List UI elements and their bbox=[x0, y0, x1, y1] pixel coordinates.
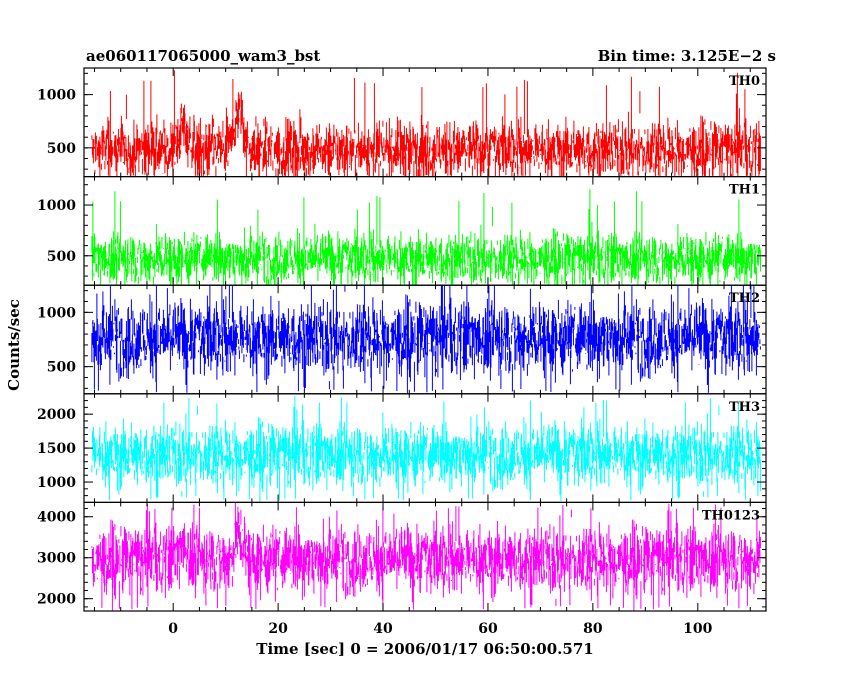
y-tick-label: 4000 bbox=[37, 510, 76, 526]
y-tick-label: 1000 bbox=[37, 305, 76, 321]
y-tick-label: 3000 bbox=[37, 551, 76, 567]
title-right: Bin time: 3.125E−2 s bbox=[598, 47, 776, 65]
y-tick-label: 2000 bbox=[37, 407, 76, 423]
title-left: ae060117065000_wam3_bst bbox=[86, 47, 320, 65]
series-line-th0123 bbox=[91, 502, 761, 611]
panel-label: TH2 bbox=[729, 291, 760, 306]
x-tick-label: 80 bbox=[583, 621, 603, 637]
x-axis-ticks: 0 20 40 60 80 100 bbox=[168, 621, 712, 637]
x-tick-label: 40 bbox=[373, 621, 393, 637]
series-line-th3 bbox=[91, 396, 761, 503]
x-tick-label: 0 bbox=[168, 621, 178, 637]
panel-th2: TH2 500 1000 bbox=[37, 284, 767, 395]
panel-th1: TH1 500 1000 bbox=[37, 176, 767, 286]
x-tick-label: 100 bbox=[683, 621, 712, 637]
series-line-th1 bbox=[91, 189, 761, 286]
y-tick-label: 500 bbox=[47, 141, 76, 157]
panel-th0: TH0 500 1000 bbox=[37, 67, 767, 178]
panel-label: TH1 bbox=[729, 183, 760, 198]
panel-frame bbox=[83, 501, 767, 612]
y-tick-label: 1500 bbox=[37, 441, 76, 457]
panel-label: TH0123 bbox=[702, 508, 760, 523]
y-tick-label: 1000 bbox=[37, 475, 76, 491]
x-axis-label: Time [sec] 0 = 2006/01/17 06:50:00.571 bbox=[256, 640, 593, 658]
x-tick-label: 20 bbox=[268, 621, 288, 637]
series-line-th0 bbox=[91, 70, 761, 177]
y-axis-label: Counts/sec bbox=[5, 299, 23, 391]
y-tick-label: 1000 bbox=[37, 88, 76, 104]
series-line-th2 bbox=[91, 285, 761, 394]
y-tick-label: 500 bbox=[47, 360, 76, 376]
x-tick-label: 60 bbox=[478, 621, 498, 637]
panel-th0123: TH0123 2000 3000 4000 bbox=[37, 501, 767, 612]
y-tick-label: 2000 bbox=[37, 592, 76, 608]
panels: TH0 500 1000 TH1 500 1000 TH2 500 1000 TH3 1000 150… bbox=[37, 67, 767, 612]
y-tick-label: 500 bbox=[47, 249, 76, 265]
panel-th3: TH3 1000 1500 2000 bbox=[37, 393, 767, 503]
panel-label: TH0 bbox=[729, 74, 760, 89]
panel-label: TH3 bbox=[729, 400, 760, 415]
y-tick-label: 1000 bbox=[37, 198, 76, 214]
